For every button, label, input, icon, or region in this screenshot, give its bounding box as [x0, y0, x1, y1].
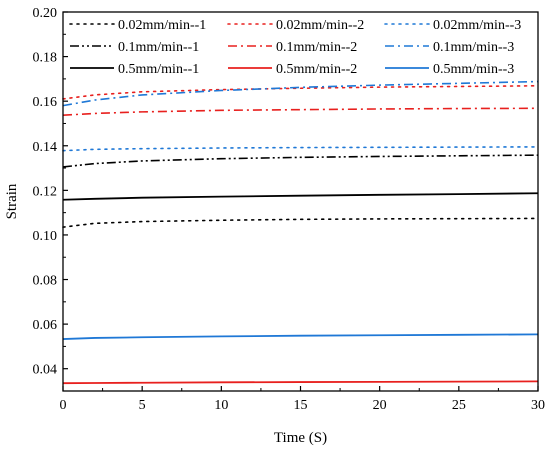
y-tick-label: 0.20: [33, 6, 58, 21]
x-axis-label: Time (S): [274, 430, 327, 446]
y-tick-label: 0.16: [33, 95, 58, 110]
legend-label-0-5mm-min-3: 0.5mm/min--3: [433, 62, 514, 77]
x-tick-label: 0: [60, 398, 67, 413]
x-tick-label: 20: [373, 398, 387, 413]
x-tick-label: 5: [139, 398, 146, 413]
axes-group: 0 5 10 15 20 25 30 0.04 0.06 0.08 0.10 0.12 0.14 0.16…: [33, 6, 546, 413]
y-axis-label: Strain: [4, 183, 20, 219]
series-line-0-5mm-min-3: [62, 333, 539, 340]
legend: 0.02mm/min--1 0.02mm/min--2 0.02mm/min--3 0…: [69, 18, 521, 77]
series-line-0-02mm-min-1: [62, 217, 539, 228]
y-tick-label: 0.10: [33, 229, 58, 244]
legend-label-0-02mm-min-3: 0.02mm/min--3: [433, 18, 521, 33]
legend-label-0-5mm-min-1: 0.5mm/min--1: [118, 62, 199, 77]
series-line-0-02mm-min-3: [62, 146, 539, 152]
y-tick-label: 0.04: [33, 363, 58, 378]
series-line-0-1mm-min-3: [62, 80, 539, 107]
series-line-0-1mm-min-2: [62, 107, 539, 117]
y-tick-label: 0.12: [33, 184, 58, 199]
series-line-0-5mm-min-1: [62, 192, 539, 201]
x-tick-label: 15: [294, 398, 308, 413]
y-tick-label: 0.14: [33, 140, 58, 155]
legend-label-0-02mm-min-2: 0.02mm/min--2: [276, 18, 364, 33]
series-line-0-02mm-min-2: [62, 84, 539, 100]
legend-label-0-5mm-min-2: 0.5mm/min--2: [276, 62, 357, 77]
y-tick-label: 0.08: [33, 274, 58, 289]
x-tick-label: 25: [452, 398, 466, 413]
y-tick-label: 0.18: [33, 51, 58, 66]
x-tick-label: 10: [214, 398, 228, 413]
series-group: [62, 80, 539, 385]
legend-label-0-1mm-min-2: 0.1mm/min--2: [276, 40, 357, 55]
x-tick-label: 30: [531, 398, 545, 413]
y-tick-label: 0.06: [33, 318, 58, 333]
legend-label-0-1mm-min-3: 0.1mm/min--3: [433, 40, 514, 55]
legend-label-0-1mm-min-1: 0.1mm/min--1: [118, 40, 199, 55]
series-line-0-5mm-min-2: [62, 380, 539, 385]
series-line-0-1mm-min-1: [62, 154, 539, 168]
legend-label-0-02mm-min-1: 0.02mm/min--1: [118, 18, 206, 33]
